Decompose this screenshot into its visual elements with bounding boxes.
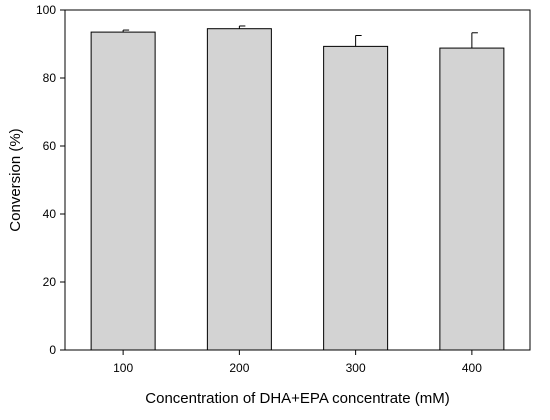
x-tick-label: 200 [229, 361, 249, 375]
error-bars-layer [122, 25, 478, 49]
y-tick-label: 80 [43, 71, 57, 85]
bar [206, 28, 272, 351]
x-tick-label: 100 [113, 361, 133, 375]
bars-layer [90, 28, 505, 351]
y-tick-label: 0 [49, 343, 56, 357]
bar [323, 45, 389, 351]
plot-frame [64, 9, 531, 351]
y-axis-title: Conversion (%) [7, 128, 24, 231]
bar [439, 47, 505, 351]
y-tick-label: 100 [36, 3, 56, 17]
y-tick-label: 20 [43, 275, 57, 289]
y-tick-label: 40 [43, 207, 57, 221]
x-tick-label: 300 [346, 361, 366, 375]
x-axis-ticks: 100 200 300 400 [113, 350, 482, 375]
y-tick-label: 60 [43, 139, 57, 153]
y-axis-ticks: 0 20 40 60 80 100 [36, 3, 65, 357]
x-axis-title: Concentration of DHA+EPA concentrate (mM… [145, 390, 449, 407]
x-tick-label: 400 [462, 361, 482, 375]
bar [90, 31, 156, 351]
